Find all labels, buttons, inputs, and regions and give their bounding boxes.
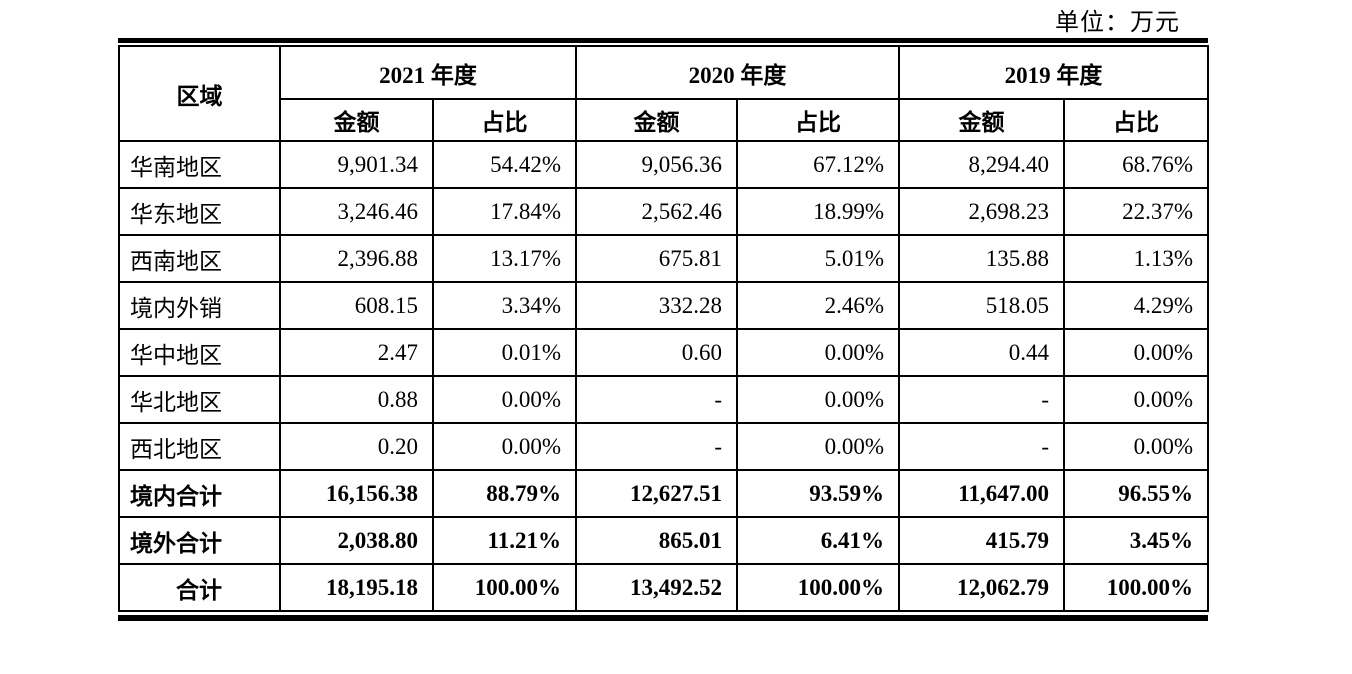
ratio-2019-cell: 3.45% <box>1063 516 1209 565</box>
region-cell: 华东地区 <box>118 187 281 236</box>
amount-2020-cell: 12,627.51 <box>575 469 738 518</box>
table-row: 华北地区 0.88 0.00% - 0.00% - 0.00% <box>118 375 1209 424</box>
region-cell: 境内外销 <box>118 281 281 330</box>
header-row-years: 区域 2021 年度 2020 年度 2019 年度 <box>118 45 1209 142</box>
ratio-2020-cell: 93.59% <box>736 469 900 518</box>
amount-2020-cell: 332.28 <box>575 281 738 330</box>
ratio-2021-cell: 11.21% <box>432 516 577 565</box>
ratio-2019-cell: 96.55% <box>1063 469 1209 518</box>
amount-2021-cell: 0.88 <box>279 375 434 424</box>
ratio-2019-cell: 22.37% <box>1063 187 1209 236</box>
region-cell: 华北地区 <box>118 375 281 424</box>
region-cell: 西南地区 <box>118 234 281 283</box>
amount-2021-cell: 3,246.46 <box>279 187 434 236</box>
table-row: 华南地区 9,901.34 54.42% 9,056.36 67.12% 8,2… <box>118 140 1209 189</box>
amount-2019-cell: - <box>898 375 1065 424</box>
region-table: 区域 2021 年度 2020 年度 2019 年度 金额 占比 金额 占比 金… <box>118 45 1209 612</box>
column-header-region: 区域 <box>118 45 281 142</box>
amount-2019-cell: 135.88 <box>898 234 1065 283</box>
amount-2020-cell: 9,056.36 <box>575 140 738 189</box>
column-header-year-2020: 2020 年度 <box>575 45 900 100</box>
ratio-2019-cell: 0.00% <box>1063 422 1209 471</box>
region-cell: 华中地区 <box>118 328 281 377</box>
amount-2020-cell: - <box>575 375 738 424</box>
column-header-ratio-2021: 占比 <box>432 98 577 142</box>
region-cell: 境外合计 <box>118 516 281 565</box>
table-row: 华中地区 2.47 0.01% 0.60 0.00% 0.44 0.00% <box>118 328 1209 377</box>
amount-2019-cell: - <box>898 422 1065 471</box>
column-header-amount-2021: 金额 <box>279 98 434 142</box>
region-cell: 华南地区 <box>118 140 281 189</box>
ratio-2021-cell: 0.00% <box>432 375 577 424</box>
table-row: 境内外销 608.15 3.34% 332.28 2.46% 518.05 4.… <box>118 281 1209 330</box>
ratio-2021-cell: 54.42% <box>432 140 577 189</box>
amount-2021-cell: 16,156.38 <box>279 469 434 518</box>
ratio-2021-cell: 88.79% <box>432 469 577 518</box>
table-row-overseas-subtotal: 境外合计 2,038.80 11.21% 865.01 6.41% 415.79… <box>118 516 1209 565</box>
amount-2020-cell: 675.81 <box>575 234 738 283</box>
amount-2019-cell: 2,698.23 <box>898 187 1065 236</box>
ratio-2019-cell: 4.29% <box>1063 281 1209 330</box>
amount-2021-cell: 2,038.80 <box>279 516 434 565</box>
table-row: 西南地区 2,396.88 13.17% 675.81 5.01% 135.88… <box>118 234 1209 283</box>
ratio-2020-cell: 18.99% <box>736 187 900 236</box>
ratio-2020-cell: 6.41% <box>736 516 900 565</box>
amount-2021-cell: 18,195.18 <box>279 563 434 612</box>
ratio-2019-cell: 0.00% <box>1063 328 1209 377</box>
table-row-grand-total: 合计 18,195.18 100.00% 13,492.52 100.00% 1… <box>118 563 1209 612</box>
amount-2021-cell: 9,901.34 <box>279 140 434 189</box>
ratio-2020-cell: 0.00% <box>736 375 900 424</box>
column-header-year-2021: 2021 年度 <box>279 45 577 100</box>
revenue-by-region-table: 区域 2021 年度 2020 年度 2019 年度 金额 占比 金额 占比 金… <box>118 38 1209 621</box>
amount-2021-cell: 608.15 <box>279 281 434 330</box>
table-row-domestic-subtotal: 境内合计 16,156.38 88.79% 12,627.51 93.59% 1… <box>118 469 1209 518</box>
amount-2020-cell: - <box>575 422 738 471</box>
ratio-2020-cell: 0.00% <box>736 328 900 377</box>
amount-2020-cell: 13,492.52 <box>575 563 738 612</box>
amount-2019-cell: 11,647.00 <box>898 469 1065 518</box>
ratio-2021-cell: 13.17% <box>432 234 577 283</box>
ratio-2019-cell: 0.00% <box>1063 375 1209 424</box>
amount-2019-cell: 8,294.40 <box>898 140 1065 189</box>
column-header-ratio-2020: 占比 <box>736 98 900 142</box>
region-cell: 境内合计 <box>118 469 281 518</box>
ratio-2021-cell: 100.00% <box>432 563 577 612</box>
ratio-2020-cell: 100.00% <box>736 563 900 612</box>
ratio-2019-cell: 100.00% <box>1063 563 1209 612</box>
column-header-ratio-2019: 占比 <box>1063 98 1209 142</box>
ratio-2020-cell: 0.00% <box>736 422 900 471</box>
region-cell: 合计 <box>118 563 281 612</box>
table-row: 华东地区 3,246.46 17.84% 2,562.46 18.99% 2,6… <box>118 187 1209 236</box>
header-row-subcolumns: 金额 占比 金额 占比 金额 占比 <box>119 98 1209 142</box>
amount-2021-cell: 2,396.88 <box>279 234 434 283</box>
ratio-2021-cell: 17.84% <box>432 187 577 236</box>
column-header-amount-2019: 金额 <box>898 98 1065 142</box>
amount-2019-cell: 12,062.79 <box>898 563 1065 612</box>
amount-2021-cell: 0.20 <box>279 422 434 471</box>
amount-2019-cell: 415.79 <box>898 516 1065 565</box>
region-cell: 西北地区 <box>118 422 281 471</box>
amount-2019-cell: 518.05 <box>898 281 1065 330</box>
amount-2021-cell: 2.47 <box>279 328 434 377</box>
amount-2020-cell: 865.01 <box>575 516 738 565</box>
ratio-2021-cell: 0.01% <box>432 328 577 377</box>
ratio-2019-cell: 68.76% <box>1063 140 1209 189</box>
ratio-2020-cell: 2.46% <box>736 281 900 330</box>
column-header-year-2019: 2019 年度 <box>898 45 1209 100</box>
column-header-amount-2020: 金额 <box>575 98 738 142</box>
amount-2020-cell: 2,562.46 <box>575 187 738 236</box>
ratio-2019-cell: 1.13% <box>1063 234 1209 283</box>
ratio-2021-cell: 3.34% <box>432 281 577 330</box>
amount-2020-cell: 0.60 <box>575 328 738 377</box>
ratio-2020-cell: 67.12% <box>736 140 900 189</box>
unit-label: 单位：万元 <box>1055 10 1180 36</box>
ratio-2020-cell: 5.01% <box>736 234 900 283</box>
table-row: 西北地区 0.20 0.00% - 0.00% - 0.00% <box>118 422 1209 471</box>
ratio-2021-cell: 0.00% <box>432 422 577 471</box>
amount-2019-cell: 0.44 <box>898 328 1065 377</box>
